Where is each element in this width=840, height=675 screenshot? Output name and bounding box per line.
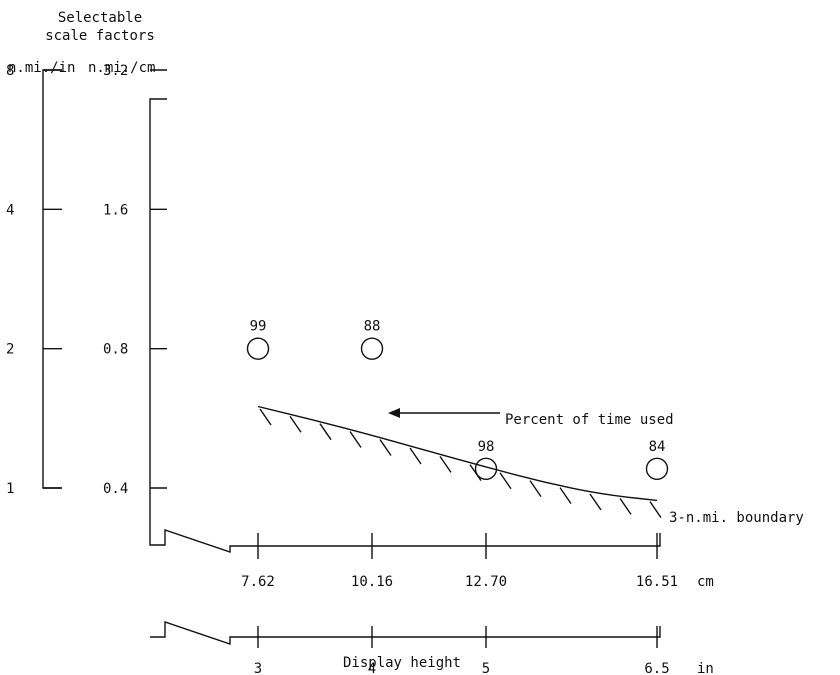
y-tick-label-inch: 1 <box>6 481 14 497</box>
boundary-hatch <box>289 415 302 433</box>
x-tick-label-cm: 16.51 <box>636 574 678 590</box>
boundary-hatch <box>319 423 332 441</box>
data-point <box>246 337 270 360</box>
boundary-hatch <box>529 480 542 498</box>
x-tick-label-inch: 4 <box>368 661 376 675</box>
boundary-hatch <box>409 447 422 465</box>
x-tick-label-inch: 6.5 <box>644 661 669 675</box>
y-unit-inch: n.mi./in <box>8 60 75 76</box>
data-label: 88 <box>364 319 381 335</box>
boundary-hatch <box>349 431 362 448</box>
x-tick-label-cm: 12.70 <box>465 574 507 590</box>
data-label: 99 <box>250 319 267 335</box>
boundary-hatch <box>559 487 572 505</box>
annotation-arrow <box>388 408 500 418</box>
x-tick-label-cm: 10.16 <box>351 574 393 590</box>
boundary-hatch <box>649 501 662 519</box>
boundary-hatch <box>589 493 602 511</box>
data-label: 84 <box>649 439 666 455</box>
x-unit-cm: cm <box>697 574 714 590</box>
y-tick-label-cm: 3.2 <box>103 63 128 79</box>
data-points: 99 88 98 84 <box>246 319 669 481</box>
header-line-2: scale factors <box>45 28 155 44</box>
boundary-hatch <box>499 472 512 490</box>
boundary-line <box>257 405 658 502</box>
x-unit-inch: in <box>697 661 714 675</box>
boundary-hatch <box>619 497 632 515</box>
y-unit-cm: n.mi./cm <box>88 60 155 76</box>
x-ticks: 7.62 3 10.16 4 12.70 5 16.51 6.5 cm in <box>241 533 714 675</box>
data-point <box>474 457 498 481</box>
data-point <box>360 337 384 360</box>
boundary-label: 3-n.mi. boundary <box>669 510 804 526</box>
y-tick-label-cm: 0.4 <box>103 481 128 497</box>
x-axis-label: Display height <box>343 655 461 671</box>
boundary-hatch <box>379 439 392 456</box>
y-tick-label-inch: 4 <box>6 202 14 218</box>
y-ticks: 8 3.2 4 1.6 2 0.8 1 0.4 <box>6 63 167 497</box>
x-tick-label-cm: 7.62 <box>241 574 275 590</box>
header-line-1: Selectable <box>58 10 142 26</box>
y-axis-inch <box>42 69 62 489</box>
x-axis-inch <box>150 621 661 645</box>
boundary-curve <box>257 405 662 519</box>
y-tick-label-inch: 2 <box>6 342 14 358</box>
data-label: 98 <box>478 439 495 455</box>
x-tick-label-inch: 5 <box>482 661 490 675</box>
boundary-hatch <box>439 455 452 473</box>
data-point <box>645 457 669 481</box>
y-tick-label-cm: 0.8 <box>103 342 128 358</box>
annotation-text: Percent of time used <box>505 412 674 428</box>
x-tick-label-inch: 3 <box>254 661 262 675</box>
y-axis-cm <box>149 98 661 553</box>
y-tick-label-inch: 8 <box>6 63 14 79</box>
boundary-hatch <box>259 408 272 426</box>
y-tick-label-cm: 1.6 <box>103 202 128 218</box>
